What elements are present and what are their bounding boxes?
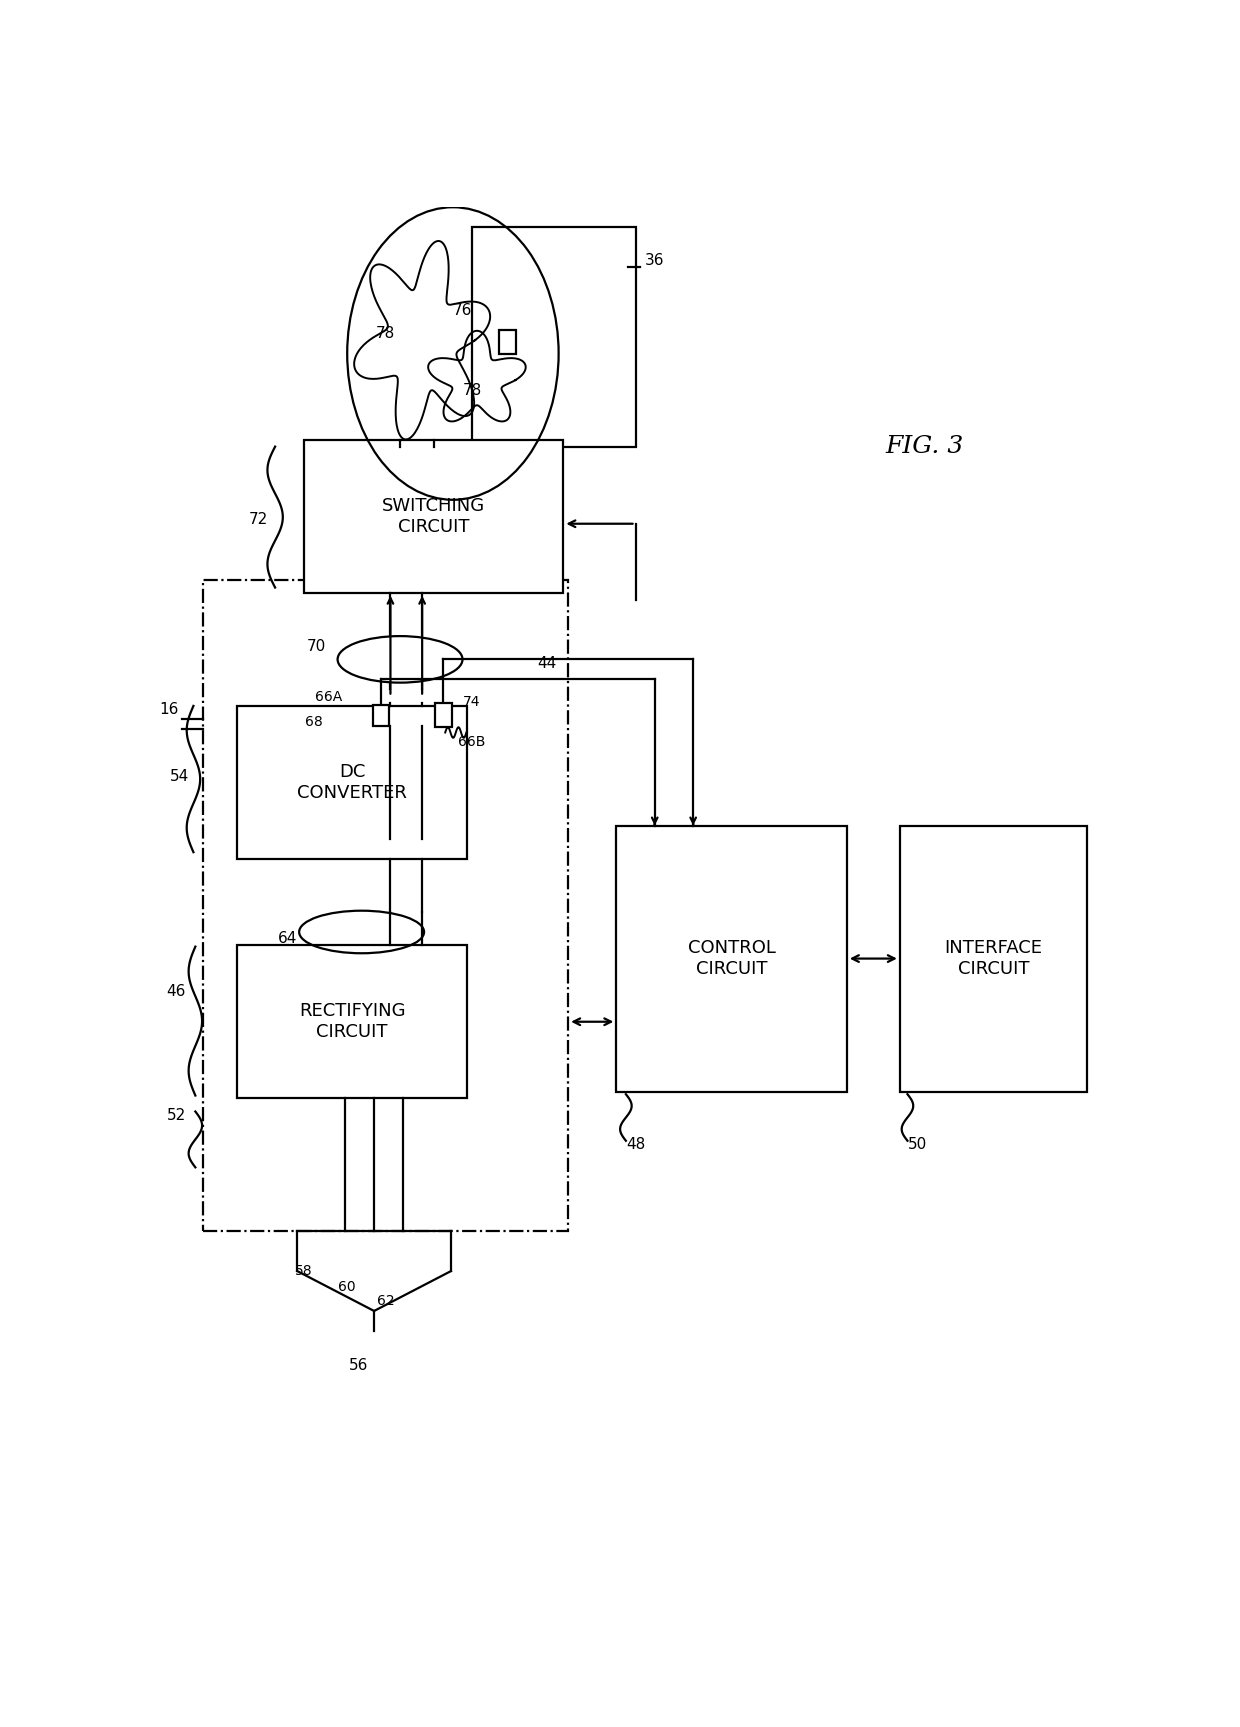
Text: 16: 16 bbox=[160, 703, 179, 717]
Text: 76: 76 bbox=[453, 304, 472, 318]
Text: 60: 60 bbox=[339, 1280, 356, 1294]
Text: 48: 48 bbox=[626, 1138, 645, 1152]
Text: SWITCHING
CIRCUIT: SWITCHING CIRCUIT bbox=[382, 497, 485, 535]
Text: 64: 64 bbox=[278, 931, 298, 946]
Bar bbox=[237, 945, 467, 1098]
Text: 54: 54 bbox=[170, 769, 188, 784]
Text: 68: 68 bbox=[305, 715, 324, 729]
Bar bbox=[373, 705, 388, 725]
Text: 62: 62 bbox=[377, 1294, 394, 1307]
Text: FIG. 3: FIG. 3 bbox=[885, 435, 963, 458]
Text: 52: 52 bbox=[166, 1109, 186, 1123]
Text: 70: 70 bbox=[306, 639, 326, 653]
Text: 72: 72 bbox=[249, 513, 268, 527]
Bar bbox=[472, 228, 635, 447]
Text: 78: 78 bbox=[376, 326, 396, 340]
Bar bbox=[900, 826, 1087, 1091]
Text: 46: 46 bbox=[166, 984, 186, 1000]
Text: RECTIFYING
CIRCUIT: RECTIFYING CIRCUIT bbox=[299, 1002, 405, 1041]
Bar bbox=[237, 706, 467, 858]
Bar bbox=[616, 826, 847, 1091]
Text: DC
CONVERTER: DC CONVERTER bbox=[298, 763, 407, 801]
Text: 56: 56 bbox=[348, 1357, 368, 1373]
Text: 78: 78 bbox=[463, 383, 482, 399]
Text: 44: 44 bbox=[537, 656, 557, 670]
Text: CONTROL
CIRCUIT: CONTROL CIRCUIT bbox=[688, 939, 775, 977]
Text: 50: 50 bbox=[908, 1138, 926, 1152]
Bar bbox=[435, 703, 451, 727]
Text: 66A: 66A bbox=[315, 689, 342, 703]
Text: INTERFACE
CIRCUIT: INTERFACE CIRCUIT bbox=[945, 939, 1043, 977]
Text: 66B: 66B bbox=[458, 734, 485, 750]
Bar bbox=[304, 440, 563, 592]
Bar bbox=[498, 330, 516, 354]
Text: 36: 36 bbox=[645, 252, 665, 268]
Text: 58: 58 bbox=[295, 1264, 312, 1278]
Text: 74: 74 bbox=[463, 694, 480, 708]
Bar bbox=[203, 580, 568, 1231]
